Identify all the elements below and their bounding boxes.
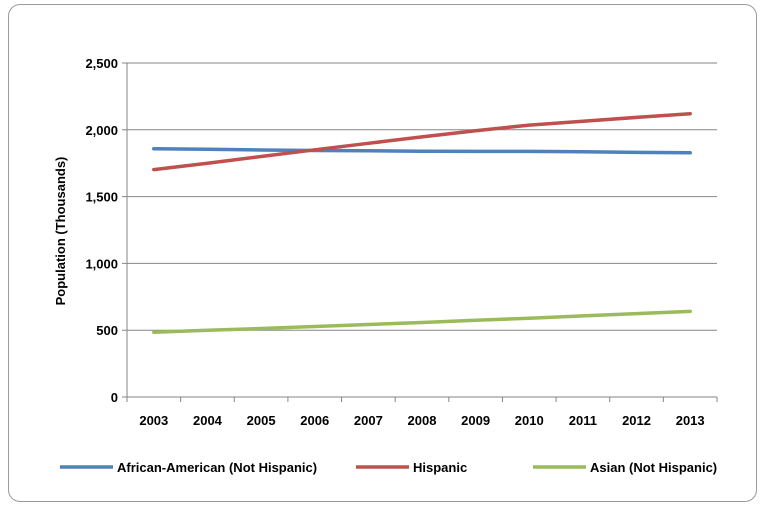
series-lines	[152, 112, 692, 334]
y-tick-label: 1,000	[85, 256, 118, 271]
series-line-2	[152, 112, 692, 172]
x-tick-label: 2006	[300, 413, 329, 428]
legend-label-1: African-American (Not Hispanic)	[117, 460, 317, 475]
y-tick-label: 0	[111, 390, 118, 405]
x-tick-label: 2011	[569, 413, 597, 428]
x-tick-labels: 2003 2004 2005 2006 2007 2008 2009 2010 2011 2012…	[139, 413, 704, 428]
series-line-3	[152, 309, 692, 334]
x-tick-label: 2004	[193, 413, 223, 428]
legend-label-2: Hispanic	[413, 460, 467, 475]
x-tick-label: 2005	[247, 413, 276, 428]
x-tick-label: 2010	[515, 413, 544, 428]
gridlines	[127, 62, 717, 331]
x-tick-label: 2012	[622, 413, 651, 428]
x-tick-label: 2013	[676, 413, 705, 428]
x-tick-label: 2008	[408, 413, 437, 428]
axes	[122, 62, 718, 402]
chart-frame	[8, 4, 757, 502]
x-tick-label: 2009	[461, 413, 490, 428]
legend: African-American (Not Hispanic) Hispanic A…	[60, 460, 717, 475]
x-tick-label: 2007	[354, 413, 383, 428]
y-axis-title: Population (Thousands)	[53, 157, 68, 306]
series-line-1	[152, 147, 692, 155]
legend-label-3: Asian (Not Hispanic)	[590, 460, 717, 475]
y-tick-label: 500	[96, 323, 118, 338]
y-tick-label: 2,000	[85, 123, 118, 138]
y-tick-label: 2,500	[85, 56, 118, 71]
y-tick-label: 1,500	[85, 190, 118, 205]
y-tick-labels: 0 500 1,000 1,500 2,000 2,500	[85, 56, 118, 405]
x-tick-label: 2003	[139, 413, 168, 428]
